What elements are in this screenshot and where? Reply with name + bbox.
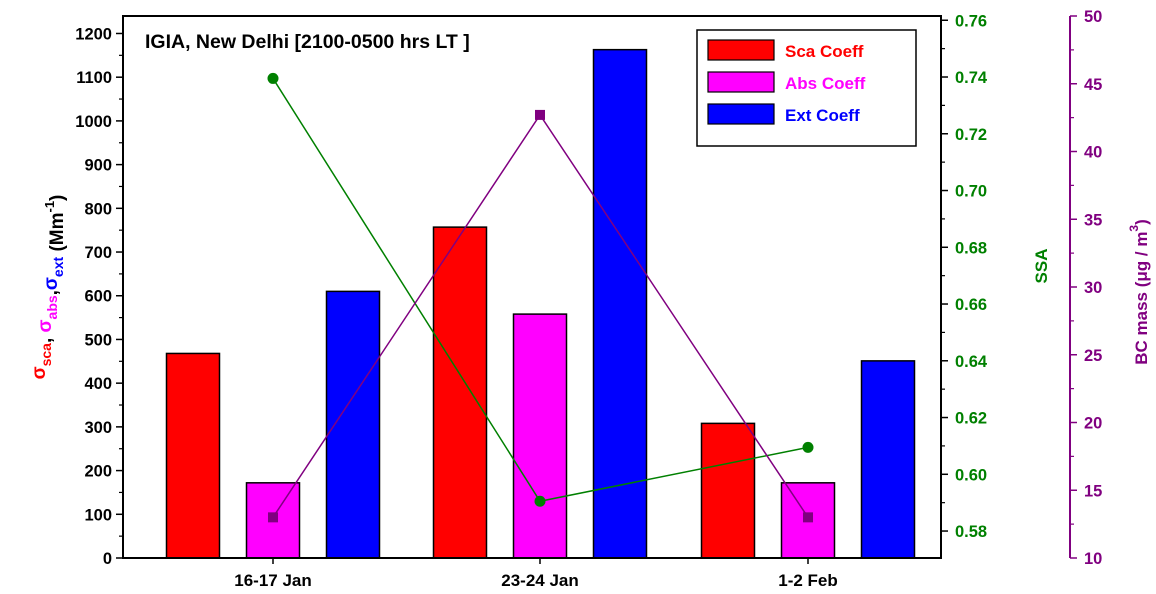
left-tick-label: 1000 [75,113,112,131]
left-axis-label-part: σ [41,277,62,290]
ssa-tick-label: 0.66 [955,296,987,314]
left-tick-label: 1200 [75,25,112,43]
ssa-tick-label: 0.58 [955,523,987,541]
ssa-point-2 [534,495,546,507]
bc-axis-label-main: BC mass (μg / m [1132,232,1151,365]
left-axis-label: σsca, σabs,σext (Mm-1) [29,195,68,380]
x-tick-label: 1-2 Feb [778,571,838,590]
ssa-tick-label: 0.74 [955,69,988,87]
legend-label-sca: Sca Coeff [785,42,864,61]
left-tick-label: 300 [84,419,112,437]
left-axis-label-part: (Mm [47,213,68,257]
bar-abs-coeff-2 [512,313,568,559]
bc-tick-label: 45 [1084,76,1102,94]
legend-swatch-ext [707,103,775,125]
ssa-axis-label-group: SSA [1032,249,1051,284]
ssa-tick-label: 0.70 [955,183,987,201]
x-tick-label: 16-17 Jan [234,571,312,590]
bc-tick-label: 10 [1084,550,1102,568]
bar-ext-coeff-3 [860,360,916,559]
bc-point-1 [268,512,278,523]
bc-tick-label: 50 [1084,8,1102,26]
left-axis-label-part: σ [29,366,50,379]
bar-sca-coeff-3 [700,422,756,559]
x-axis: 16-17 Jan 23-24 Jan 1-2 Feb [234,558,838,590]
lines-layer [267,72,814,523]
left-tick-label: 600 [84,288,112,306]
bar-sca-coeff-1 [165,352,221,559]
legend-swatch-abs [707,71,775,93]
x-tick-label: 23-24 Jan [501,571,579,590]
bc-axis-label-group: BC mass (μg / m3) [1127,219,1151,365]
ssa-point-3 [802,441,814,453]
bc-point-3 [803,512,813,523]
ssa-tick-label: 0.60 [955,466,987,484]
left-axis: 0 100 200 300 400 500 600 700 800 900 1000 1100 1200 [75,25,123,568]
left-tick-label: 1100 [76,69,112,87]
left-tick-label: 0 [103,550,112,568]
bc-mass-axis: 10 15 20 25 30 35 40 45 50 [1069,8,1102,568]
bc-tick-label: 40 [1084,144,1102,162]
bc-axis-label: BC mass (μg / m3) [1127,219,1151,365]
left-axis-label-sub: abs [44,295,60,319]
left-axis-label-sub: sca [38,343,54,367]
bar-sca-coeff-2 [432,226,488,559]
left-tick-label: 100 [84,506,112,524]
ssa-tick-label: 0.64 [955,353,988,371]
left-axis-label-suffix: ) [47,195,68,201]
plot-frame [122,15,942,559]
bc-tick-label: 30 [1084,279,1102,297]
bc-point-2 [535,109,545,120]
legend: Sca Coeff Abs Coeff Ext Coeff [696,29,917,147]
bc-axis-label-suffix: ) [1132,219,1151,225]
chart-title: IGIA, New Delhi [2100-0500 hrs LT ] [145,31,470,53]
left-tick-label: 500 [84,331,112,349]
left-axis-label-sub: ext [50,256,66,277]
bc-tick-label: 20 [1084,415,1102,433]
ssa-tick-label: 0.68 [955,239,987,257]
ssa-point-1 [267,72,279,84]
left-tick-label: 200 [84,463,112,481]
legend-label-ext: Ext Coeff [785,106,860,125]
left-tick-label: 400 [84,375,112,393]
ssa-tick-label: 0.62 [955,410,987,428]
legend-label-abs: Abs Coeff [785,74,866,93]
bar-ext-coeff-2 [592,48,648,559]
bc-axis-label-sup: 3 [1127,225,1141,232]
left-axis-label-part: σ [35,319,56,332]
bc-tick-label: 15 [1084,482,1102,500]
left-axis-label-part: , [41,290,62,295]
bc-tick-label: 25 [1084,347,1102,365]
bc-tick-label: 35 [1084,211,1102,229]
left-axis-label-part: , [35,332,56,343]
ssa-axis: 0.58 0.60 0.62 0.64 0.66 0.68 0.70 0.72 0.74 0.76 [941,12,988,541]
left-axis-label-sup: -1 [42,201,57,213]
left-tick-label: 800 [84,200,112,218]
left-tick-label: 700 [84,244,112,262]
ssa-tick-label: 0.72 [955,126,987,144]
left-tick-label: 900 [84,157,112,175]
ssa-axis-label: SSA [1032,249,1051,284]
bars-layer [165,48,916,559]
legend-swatch-sca [707,39,775,61]
ssa-tick-label: 0.76 [955,12,987,30]
